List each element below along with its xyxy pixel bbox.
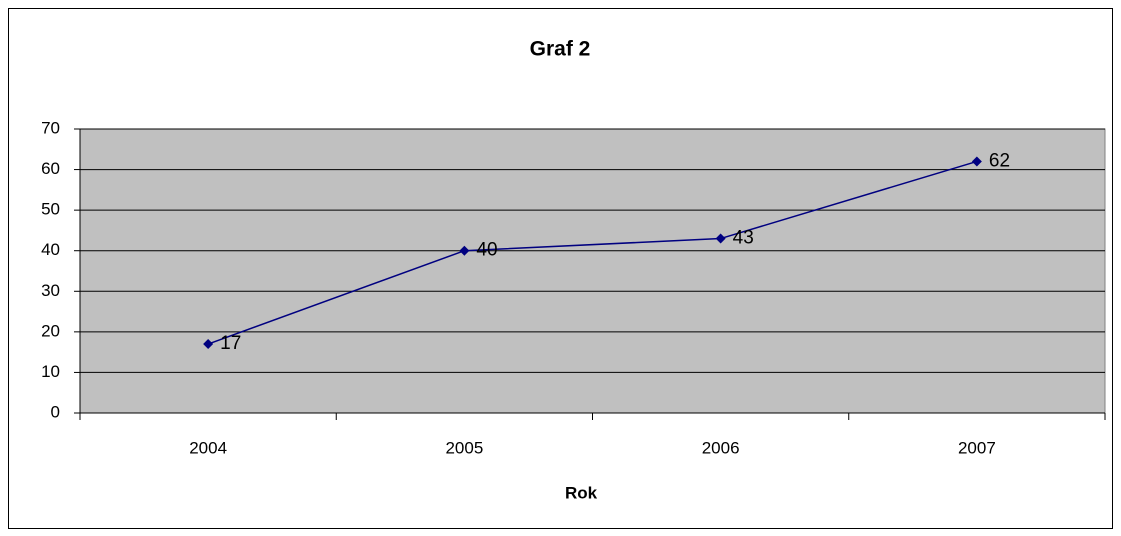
y-tick-label: 30 (41, 281, 60, 300)
data-point (459, 245, 470, 256)
x-tick-label: 2006 (702, 438, 740, 457)
y-tick-label: 10 (41, 362, 60, 381)
y-tick-label: 60 (41, 159, 60, 178)
x-tick-label: 2004 (189, 438, 227, 457)
y-tick-label: 20 (41, 321, 60, 340)
x-tick-label: 2005 (445, 438, 483, 457)
data-point (971, 156, 982, 167)
y-tick-label: 40 (41, 240, 60, 259)
plot-area (79, 128, 1106, 414)
data-point (203, 339, 214, 350)
x-axis-label: Rok (565, 483, 598, 502)
data-label: 43 (733, 228, 754, 249)
data-point (715, 233, 726, 244)
data-label: 40 (476, 240, 497, 261)
y-tick-label: 50 (41, 200, 60, 219)
data-label: 62 (989, 150, 1010, 171)
y-tick-label: 0 (51, 402, 60, 421)
series-line (207, 160, 978, 345)
data-label: 17 (220, 333, 241, 354)
x-tick-label: 2007 (958, 438, 996, 457)
y-tick-label: 70 (41, 118, 60, 137)
chart-title: Graf 2 (530, 38, 591, 61)
